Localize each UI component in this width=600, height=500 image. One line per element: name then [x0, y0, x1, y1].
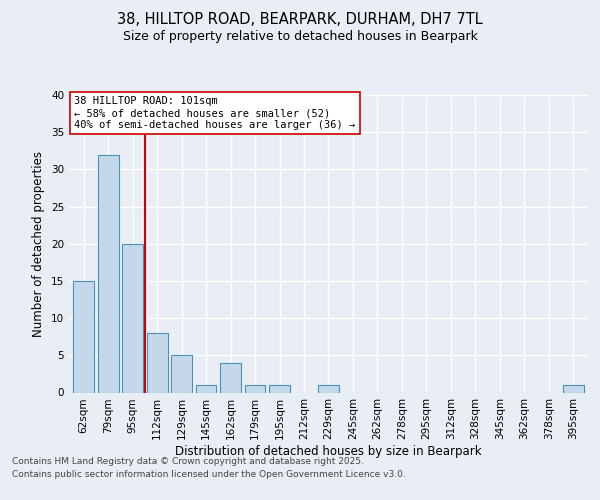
Bar: [245, 385, 265, 392]
Bar: [269, 385, 290, 392]
Text: 38 HILLTOP ROAD: 101sqm
← 58% of detached houses are smaller (52)
40% of semi-de: 38 HILLTOP ROAD: 101sqm ← 58% of detache…: [74, 96, 355, 130]
Bar: [563, 385, 584, 392]
Bar: [147, 333, 167, 392]
Bar: [318, 385, 339, 392]
Bar: [171, 356, 192, 393]
X-axis label: Distribution of detached houses by size in Bearpark: Distribution of detached houses by size …: [175, 445, 482, 458]
Bar: [122, 244, 143, 392]
Text: 38, HILLTOP ROAD, BEARPARK, DURHAM, DH7 7TL: 38, HILLTOP ROAD, BEARPARK, DURHAM, DH7 …: [117, 12, 483, 28]
Text: Contains public sector information licensed under the Open Government Licence v3: Contains public sector information licen…: [12, 470, 406, 479]
Text: Contains HM Land Registry data © Crown copyright and database right 2025.: Contains HM Land Registry data © Crown c…: [12, 458, 364, 466]
Bar: [220, 363, 241, 392]
Bar: [73, 281, 94, 392]
Bar: [98, 154, 119, 392]
Bar: [196, 385, 217, 392]
Y-axis label: Number of detached properties: Number of detached properties: [32, 151, 46, 337]
Text: Size of property relative to detached houses in Bearpark: Size of property relative to detached ho…: [122, 30, 478, 43]
